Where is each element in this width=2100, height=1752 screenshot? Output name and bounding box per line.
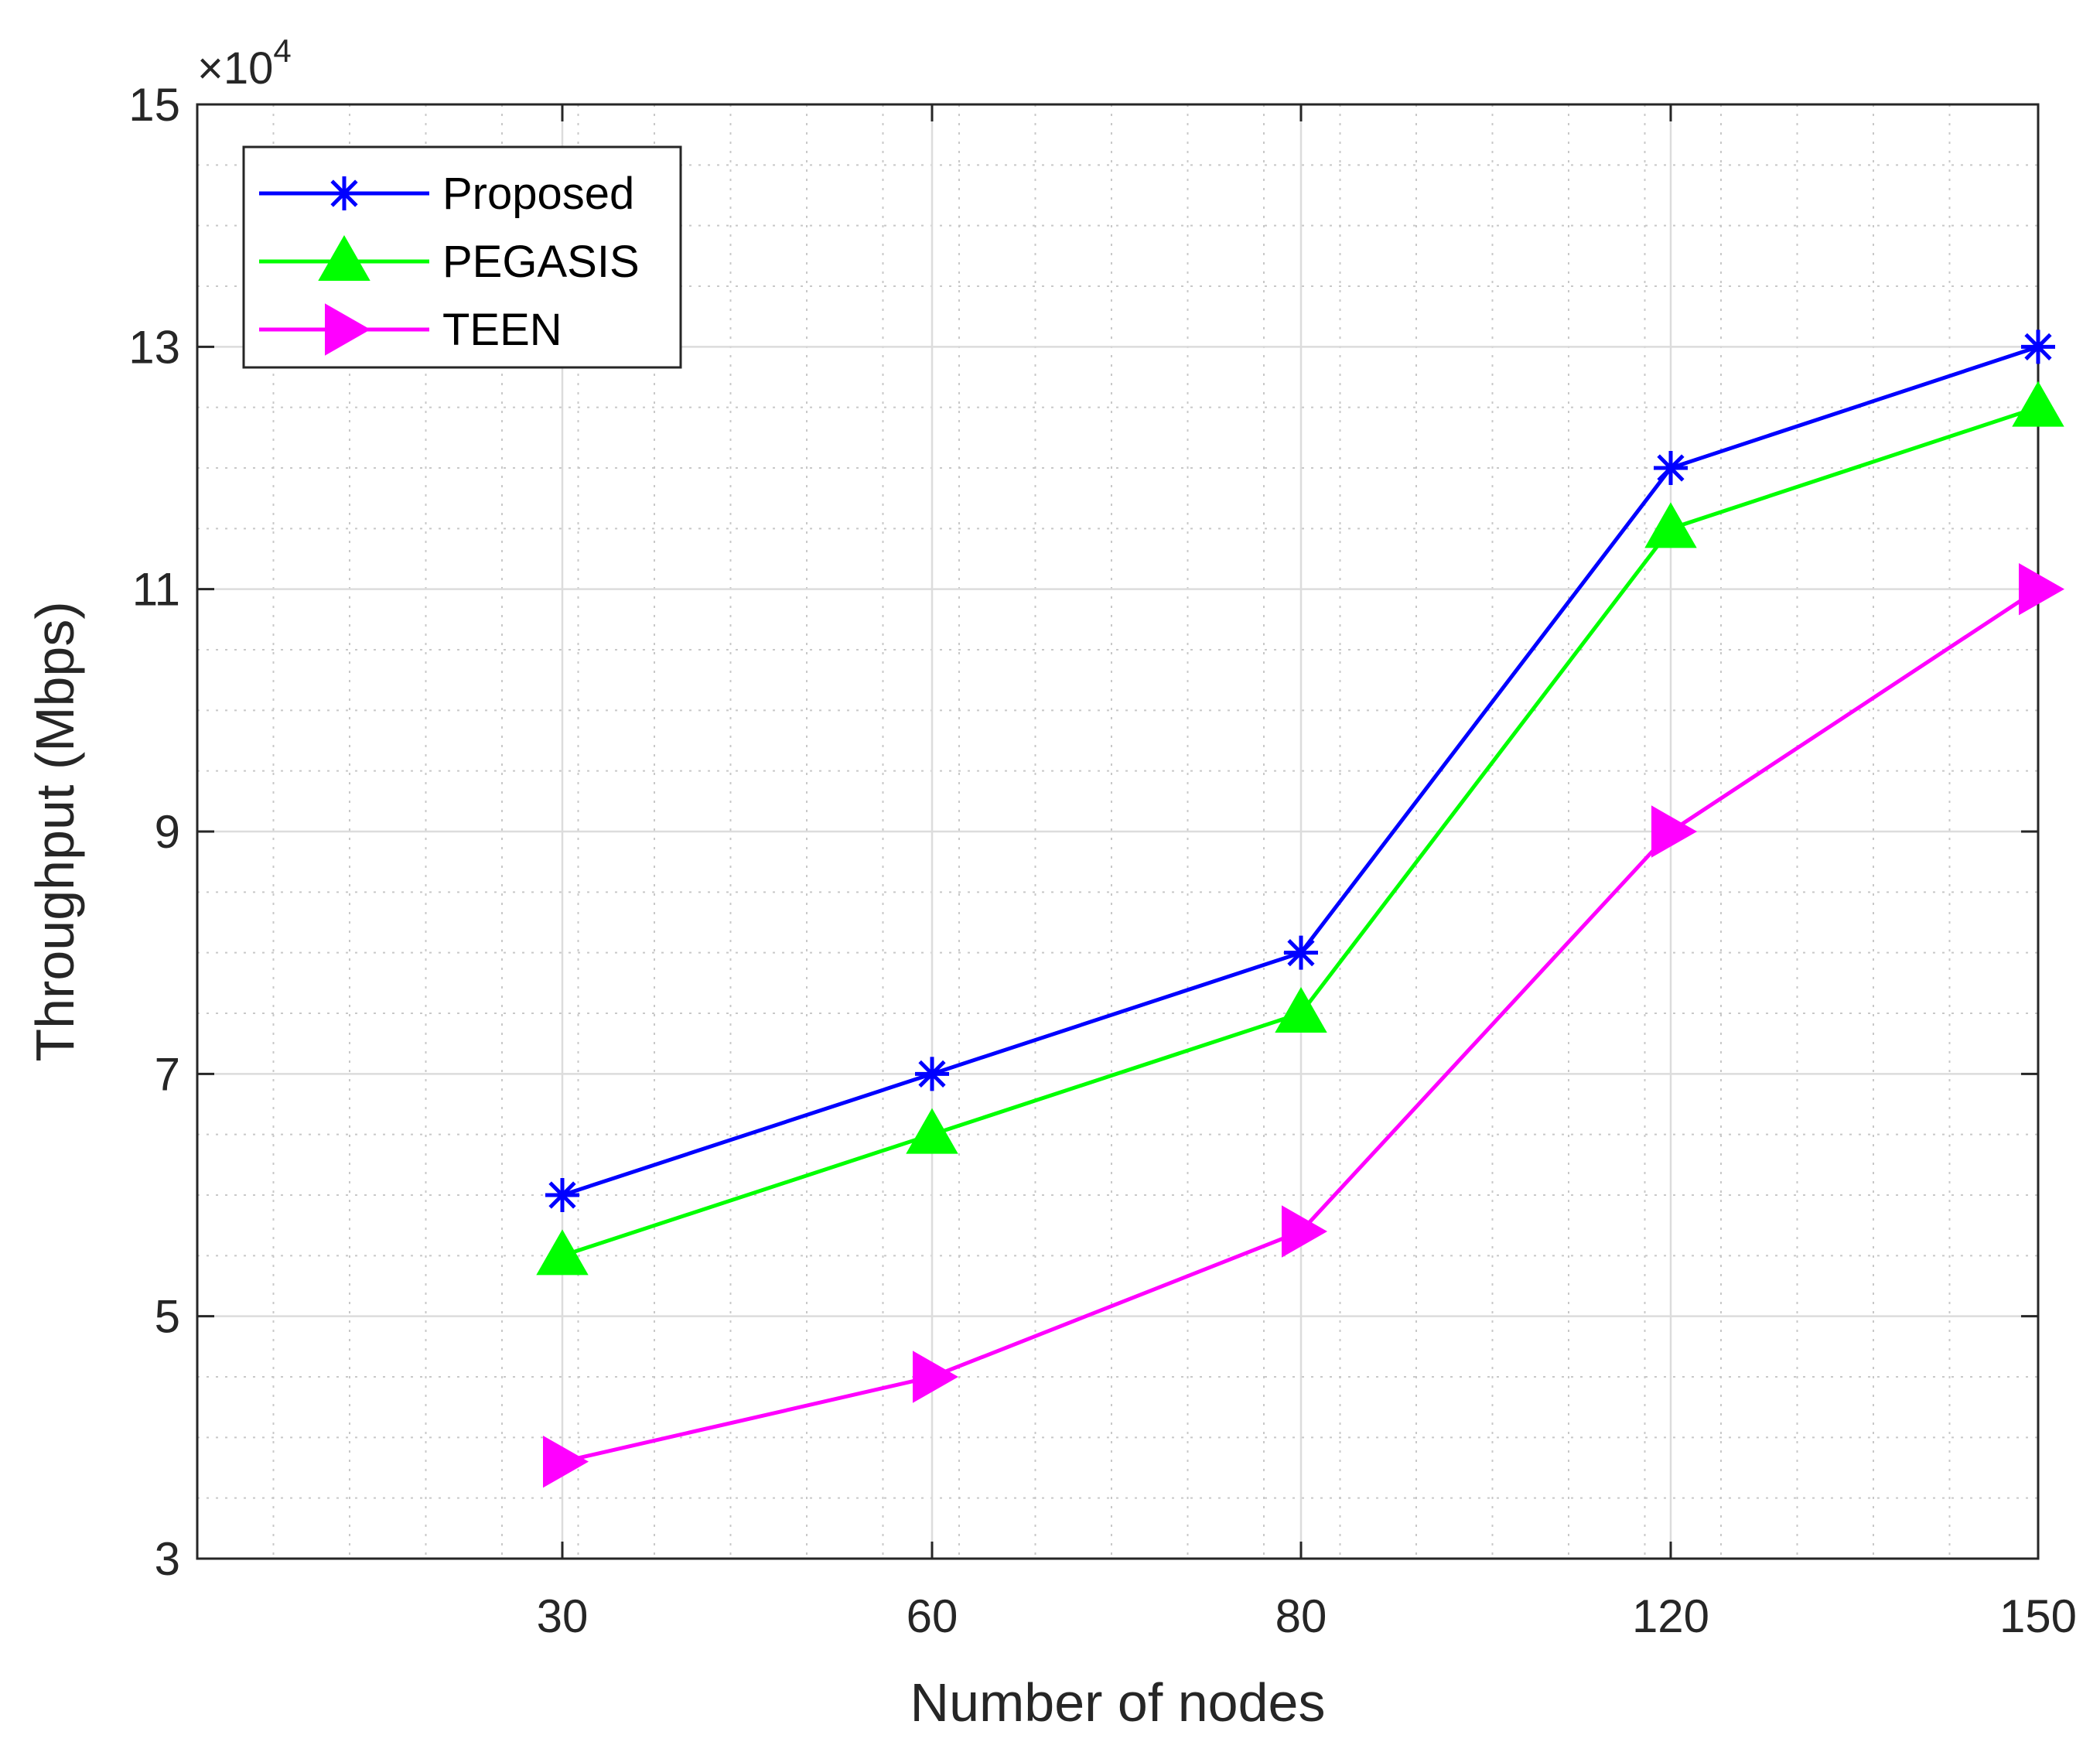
x-tick-label: 80 (1275, 1590, 1327, 1642)
marker-shape (543, 1435, 589, 1488)
marker-shape (1275, 986, 1327, 1033)
x-tick-label: 120 (1632, 1590, 1709, 1642)
series-layer (536, 330, 2065, 1488)
marker-shape (1282, 1205, 1328, 1258)
data-point (1284, 935, 1318, 970)
marker-shape (318, 234, 370, 281)
major-grid (197, 104, 2038, 1559)
x-tick-label: 150 (1999, 1590, 2077, 1642)
y-exponent-base: ×10 (197, 43, 273, 94)
data-point (2019, 562, 2065, 616)
y-exponent-label: ×104 (197, 32, 292, 94)
y-tick-label: 5 (155, 1291, 180, 1343)
data-point (906, 1108, 958, 1154)
legend-entry-proposed: Proposed (259, 169, 634, 219)
data-point (913, 1351, 959, 1403)
series-proposed (545, 330, 2055, 1212)
marker-shape (325, 303, 371, 356)
marker-shape (536, 1229, 589, 1276)
series-teen (543, 562, 2065, 1488)
data-point (536, 1229, 589, 1276)
data-point (2012, 381, 2064, 427)
marker-shape (906, 1108, 958, 1154)
marker-shape (2012, 381, 2064, 427)
legend-label: PEGASIS (442, 237, 640, 287)
legend-entry-pegasis: PEGASIS (259, 234, 640, 287)
marker-stroke (1657, 454, 1685, 482)
legend-label: TEEN (442, 305, 562, 355)
data-point (2021, 330, 2055, 364)
marker-stroke (918, 1060, 946, 1088)
data-point (915, 1057, 949, 1091)
marker-shape (2019, 562, 2065, 616)
y-tick-label: 9 (155, 806, 180, 858)
data-point (1644, 502, 1697, 548)
y-tick-label: 3 (155, 1533, 180, 1585)
data-point (1654, 451, 1688, 485)
y-tick-label: 11 (132, 564, 180, 616)
legend-marker (325, 303, 371, 356)
legend-marker (318, 234, 370, 281)
marker-stroke (330, 179, 358, 207)
data-point (545, 1178, 579, 1212)
data-point (1282, 1205, 1328, 1258)
data-point (1651, 805, 1698, 858)
y-exponent-power: 4 (273, 32, 291, 69)
data-point (1275, 986, 1327, 1033)
marker-stroke (2024, 333, 2052, 360)
y-axis-title: Throughput (Mbps) (25, 601, 85, 1061)
x-tick-label: 60 (907, 1590, 958, 1642)
marker-stroke (1287, 939, 1315, 967)
legend-label: Proposed (442, 169, 634, 219)
y-tick-label: 13 (128, 321, 180, 373)
legend-marker (327, 176, 361, 210)
series-pegasis (536, 381, 2064, 1276)
marker-stroke (548, 1181, 576, 1209)
y-tick-label: 7 (155, 1048, 180, 1100)
axis-ticks (197, 103, 2040, 1560)
legend-entry-teen: TEEN (259, 303, 562, 356)
marker-shape (913, 1351, 959, 1403)
marker-shape (1651, 805, 1698, 858)
data-point (543, 1435, 589, 1488)
x-tick-label: 30 (537, 1590, 589, 1642)
y-tick-label: 15 (128, 79, 180, 131)
legend: Proposed PEGASIS TEEN (242, 145, 682, 369)
x-axis-title: Number of nodes (910, 1672, 1326, 1733)
tick-labels: 3 5 7 9 11 13 15 30 60 80 120 150 (128, 79, 2077, 1642)
marker-shape (1644, 502, 1697, 548)
